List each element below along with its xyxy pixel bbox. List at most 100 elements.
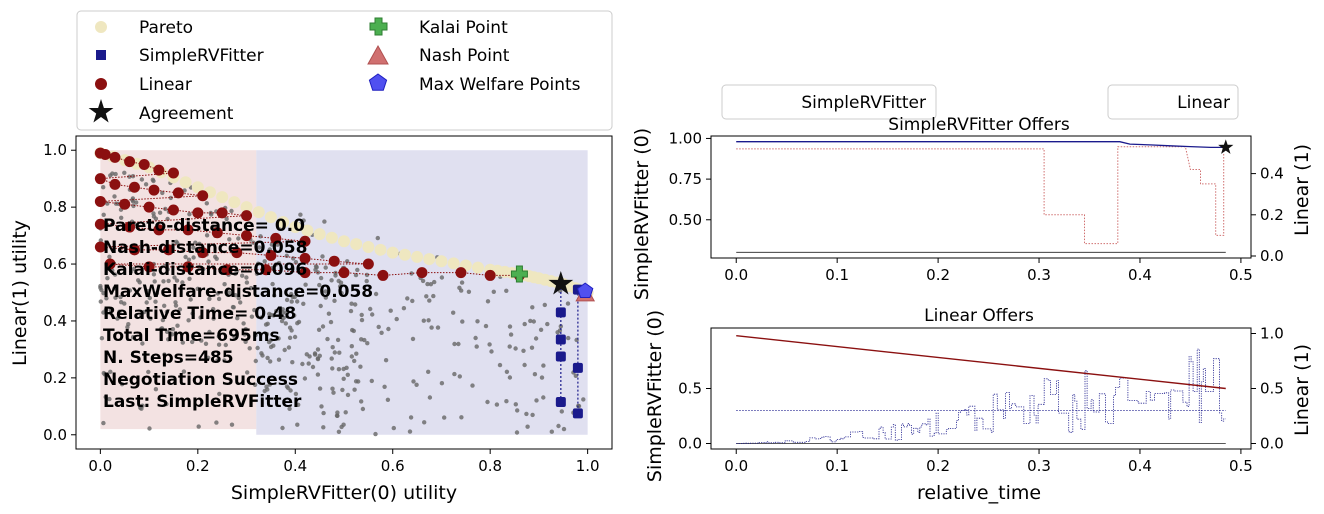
outcome-point <box>530 305 535 310</box>
outcome-point <box>313 264 319 269</box>
outcome-point <box>332 350 337 355</box>
outcome-point <box>306 361 311 366</box>
outcome-point <box>301 301 306 306</box>
outcome-point <box>283 310 288 315</box>
outcome-point <box>304 352 309 357</box>
linear-offers-y-label: SimpleRVFitter (0) <box>644 310 666 482</box>
outcome-point <box>344 365 349 370</box>
linear-offer-point <box>362 258 374 270</box>
outcome-point <box>280 310 285 315</box>
stat-line: N. Steps=485 <box>103 348 234 368</box>
pareto-point <box>411 250 424 263</box>
y-tick-label: 0.2 <box>43 369 67 387</box>
outcome-point <box>515 408 520 413</box>
outcome-point <box>240 273 245 278</box>
outcome-point <box>310 364 316 370</box>
outcome-point <box>456 341 461 347</box>
outcome-point <box>285 385 291 391</box>
outcome-point <box>161 279 166 284</box>
outcome-point <box>319 404 324 409</box>
outcome-point <box>410 298 415 304</box>
outcome-point <box>168 195 173 201</box>
outcome-point <box>180 340 185 345</box>
linear-legend-label: Linear <box>1177 93 1230 113</box>
outcome-point <box>359 399 364 404</box>
outcome-point <box>508 332 514 337</box>
outcome-point <box>266 339 272 345</box>
linear-offers-title: Linear Offers <box>924 306 1034 326</box>
legend-simple-marker <box>96 50 106 60</box>
outcome-point <box>117 309 122 314</box>
outcome-point <box>549 429 554 434</box>
linear-offer-point <box>148 184 160 196</box>
outcome-point <box>193 240 198 245</box>
outcome-point <box>203 341 209 346</box>
simple-offers-y2-label: Linear (1) <box>1291 144 1313 236</box>
y-tick-label: 0.8 <box>43 198 67 216</box>
outcome-point <box>216 296 222 302</box>
y-tick-label: 0.4 <box>43 312 67 330</box>
outcome-point <box>345 392 351 398</box>
linear-offers-y2-ticks: 0.0 0.5 1.0 <box>1251 325 1284 453</box>
outcome-point <box>298 212 303 217</box>
outcome-point <box>102 372 107 377</box>
outcome-point <box>318 303 323 309</box>
outcome-point <box>264 331 270 337</box>
outcome-point <box>191 255 196 260</box>
outcome-point <box>566 335 571 341</box>
outcome-point <box>534 398 539 403</box>
outcome-point <box>351 328 356 334</box>
outcome-point <box>507 344 512 349</box>
outcome-point <box>247 346 252 351</box>
linear-offer-point <box>221 264 233 276</box>
pareto-point <box>325 231 338 244</box>
pareto-point <box>472 261 484 274</box>
linear-offer-point <box>167 204 179 216</box>
outcome-point <box>153 387 159 392</box>
linear-offer-trace <box>188 266 228 271</box>
y-tick-label: 0.0 <box>43 426 67 444</box>
pareto-point <box>301 224 314 237</box>
outcome-point <box>356 379 361 384</box>
outcome-point <box>152 279 157 284</box>
outcome-point <box>173 300 178 305</box>
outcome-point <box>428 282 434 287</box>
linear-offer-point <box>455 267 467 279</box>
outcome-point <box>383 358 389 363</box>
outcome-point <box>557 328 563 333</box>
linear-offer-point <box>197 190 209 202</box>
simple-offers-frame <box>710 135 1252 259</box>
pareto-point <box>277 216 290 229</box>
linear-offer-point <box>192 207 204 219</box>
linear-offer-point <box>128 244 140 256</box>
pareto-point <box>374 243 387 256</box>
outcome-point <box>329 356 334 361</box>
outcome-point <box>104 296 109 301</box>
outcome-point <box>341 376 346 381</box>
outcome-point <box>376 324 381 330</box>
outcome-point <box>494 402 500 407</box>
outcome-point <box>215 291 220 296</box>
outcome-point <box>295 321 300 326</box>
linear-offer-point <box>377 269 389 281</box>
linear-offer-point <box>94 218 106 230</box>
outcome-point <box>529 345 535 350</box>
outcome-point <box>105 201 110 206</box>
outcome-point <box>170 327 176 332</box>
linear-offer-point <box>128 181 140 193</box>
outcome-point <box>274 308 279 314</box>
outcome-point <box>286 345 292 350</box>
linear-offers-y-ticks: 0.0 0.5 <box>678 380 711 453</box>
simple-offers-plot: SimpleRVFitter Offers 0.0 0.1 0.2 0.3 0.4 0.5… <box>631 115 1313 300</box>
x-tick-label: 0.1 <box>825 266 849 284</box>
x-tick-label: 0.2 <box>186 457 210 475</box>
pareto-point <box>435 255 448 268</box>
pareto-point <box>216 191 229 204</box>
outcome-point <box>127 174 132 179</box>
outcome-point <box>98 299 104 304</box>
outcome-point <box>199 338 204 343</box>
outcome-point <box>485 399 490 405</box>
outcome-point <box>206 355 211 360</box>
y-tick-label: 0.6 <box>43 255 67 273</box>
